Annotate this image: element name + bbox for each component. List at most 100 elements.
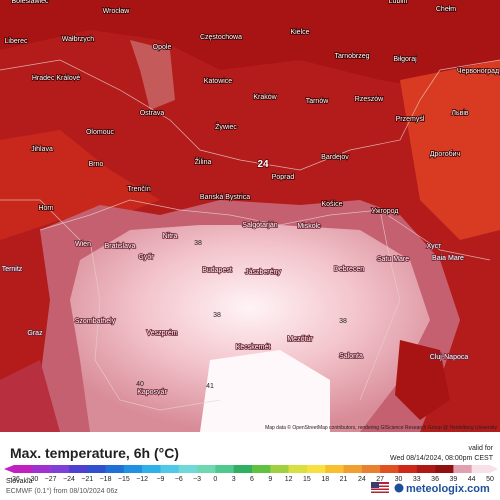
- city-label: Kecskemét: [236, 344, 271, 351]
- temperature-label: 24: [257, 159, 269, 170]
- valid-label: valid for: [468, 445, 493, 452]
- colorbar-tick-label: 6: [250, 476, 254, 483]
- city-label: Chełm: [436, 6, 456, 13]
- city-label: Košice: [321, 201, 342, 208]
- city-label: Kaposvár: [137, 389, 167, 396]
- colorbar-segment: [270, 465, 289, 473]
- brand: meteologix.com: [406, 483, 490, 495]
- colorbar-segment: [14, 465, 33, 473]
- city-label: Jászberény: [245, 269, 281, 276]
- city-label: Ostrava: [140, 110, 165, 117]
- colorbar-arrow: [490, 465, 498, 473]
- city-label: Wien: [75, 241, 91, 248]
- colorbar-tick-label: 24: [358, 476, 366, 483]
- colorbar-tick-label: 36: [431, 476, 439, 483]
- city-label: Mezőtúr: [287, 336, 313, 343]
- colorbar-segment: [105, 465, 125, 473]
- city-label: Tarnów: [306, 98, 330, 105]
- city-label: Żywiec: [215, 122, 237, 131]
- city-label: Przemyśl: [396, 116, 425, 123]
- colorbar-segment: [380, 465, 399, 473]
- colorbar-tick-label: 9: [268, 476, 272, 483]
- colorbar-segment: [87, 465, 106, 473]
- city-label: Boleslawiec: [12, 0, 49, 5]
- colorbar-segment: [343, 465, 363, 473]
- city-label: Horn: [38, 205, 53, 212]
- city-label: Opole: [153, 44, 172, 51]
- city-label: Olomouc: [86, 129, 115, 136]
- city-label: Brno: [89, 161, 104, 168]
- colorbar-tick-label: −9: [156, 476, 164, 483]
- legend-title: Max. temperature, 6h (°C): [10, 445, 179, 461]
- colorbar-segment: [178, 465, 198, 473]
- colorbar-segment: [123, 465, 143, 473]
- city-label: Debrecen: [334, 266, 364, 273]
- city-label: Katowice: [204, 78, 233, 85]
- colorbar-tick-label: −12: [136, 476, 148, 483]
- colorbar-segment: [471, 465, 491, 473]
- city-label: Nitra: [163, 233, 178, 240]
- colorbar-tick-label: 30: [395, 476, 403, 483]
- colorbar-tick-label: 12: [285, 476, 293, 483]
- city-label: Ужгород: [372, 208, 399, 215]
- colorbar-tick-label: −30: [26, 476, 38, 483]
- logo: [394, 483, 404, 493]
- colorbar-tick-label: −6: [175, 476, 183, 483]
- city-label: Győr: [138, 254, 154, 261]
- colorbar-arrow: [4, 465, 14, 473]
- colorbar-tick-label: 18: [321, 476, 329, 483]
- city-label: Дрогобич: [430, 150, 461, 158]
- colorbar-segment: [215, 465, 234, 473]
- colorbar-tick-label: 50: [486, 476, 494, 483]
- city-label: Hradec Králové: [32, 75, 80, 82]
- city-label: Poprad: [272, 174, 295, 181]
- colorbar-segment: [306, 465, 326, 473]
- colorbar-tick-label: 21: [340, 476, 348, 483]
- colorbar-segment: [398, 465, 418, 473]
- colorbar-segment: [233, 465, 253, 473]
- city-label: Częstochowa: [200, 34, 242, 41]
- temperature-label: 41: [206, 383, 214, 390]
- valid-time: Wed 08/14/2024, 08:00pm CEST: [390, 455, 494, 462]
- colorbar-tick-label: −3: [193, 476, 201, 483]
- colorbar-tick-label: 15: [303, 476, 311, 483]
- city-label: Rzeszów: [355, 96, 384, 103]
- attribution: Map data © OpenStreetMap contributors, r…: [265, 424, 497, 431]
- city-label: Baia Mare: [432, 255, 464, 262]
- colorbar-tick-label: 0: [213, 476, 217, 483]
- city-label: Bratislava: [105, 243, 136, 250]
- city-label: Satu Mare: [377, 256, 409, 263]
- colorbar-tick-label: −27: [45, 476, 57, 483]
- map: Boleslawiec Wrocław Lublin Chełm Liberec Wałb…: [0, 0, 500, 432]
- region: Slovakia: [6, 478, 33, 485]
- city-label: Wałbrzych: [62, 36, 95, 43]
- model: ECMWF (0.1°) from 08/10/2024 06z: [6, 487, 118, 495]
- colorbar-tick-label: −15: [118, 476, 130, 483]
- city-label: Trenčín: [127, 186, 151, 193]
- temperature-label: 40: [136, 381, 144, 388]
- colorbar-segment: [288, 465, 308, 473]
- city-label: Jihlava: [31, 146, 53, 153]
- city-label: Ternitz: [2, 266, 23, 273]
- city-label: Хуст: [427, 243, 442, 250]
- city-label: Salonta: [339, 353, 363, 360]
- legend: Max. temperature, 6h (°C) valid for Wed …: [4, 445, 498, 495]
- temperature-label: 38: [339, 318, 347, 325]
- city-label: Miskolc: [297, 223, 321, 230]
- colorbar-segment: [160, 465, 180, 473]
- colorbar-tick-label: −24: [63, 476, 75, 483]
- city-label: Wrocław: [103, 8, 131, 15]
- city-label: Kraków: [253, 94, 277, 101]
- city-label: Budapest: [202, 267, 232, 274]
- colorbar-segment: [453, 465, 472, 473]
- colorbar-segment: [252, 465, 271, 473]
- colorbar-segment: [416, 465, 436, 473]
- city-label: Kielce: [290, 29, 309, 36]
- colorbar-tick-label: 44: [468, 476, 476, 483]
- city-label: Lublin: [389, 0, 408, 5]
- city-label: Banská Bystrica: [200, 194, 250, 201]
- city-label: Червоноград: [457, 68, 499, 75]
- city-label: Львів: [451, 109, 469, 117]
- colorbar-tick-label: 33: [413, 476, 421, 483]
